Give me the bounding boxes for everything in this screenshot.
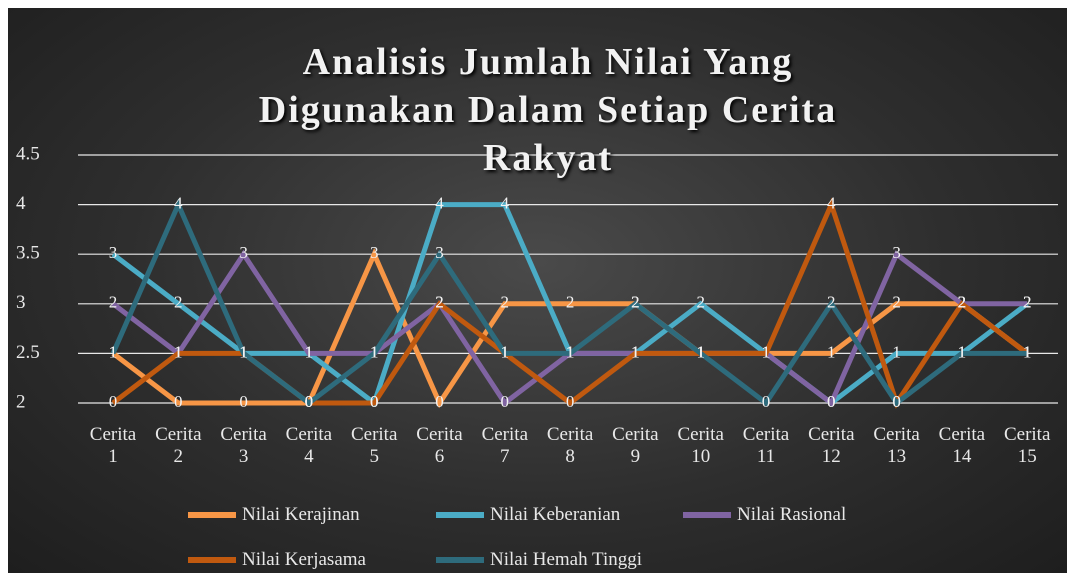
x-tick-label: Cerita 8 [540,424,600,468]
data-label: 0 [435,392,444,411]
y-tick-label: 3 [16,292,26,313]
legend-entry: Nilai Hemah Tinggi [436,549,642,571]
legend-entry: Nilai Kerajinan [188,504,360,526]
data-label: 2 [566,293,575,312]
data-label: 3 [892,243,901,262]
x-tick-label: Cerita 6 [410,424,470,468]
data-label: 3 [109,243,118,262]
data-label: 2 [1023,293,1032,312]
x-tick-label: Cerita 10 [671,424,731,468]
data-label: 1 [109,342,118,361]
data-label: 0 [566,392,575,411]
x-tick-label: Cerita 11 [736,424,796,468]
legend-swatch [188,557,236,563]
x-tick-label: Cerita 7 [475,424,535,468]
data-label: 3 [239,243,248,262]
x-tick-label: Cerita 15 [997,424,1057,468]
data-label: 4 [501,194,510,213]
x-tick-label: Cerita 13 [867,424,927,468]
legend-entry: Nilai Rasional [683,504,846,526]
data-label: 2 [827,293,836,312]
legend-label: Nilai Kerjasama [242,549,366,571]
legend-swatch [683,512,731,518]
data-label: 1 [566,342,575,361]
legend-label: Nilai Rasional [737,504,846,526]
x-tick-label: Cerita 3 [214,424,274,468]
data-label: 1 [501,342,510,361]
x-tick-label: Cerita 4 [279,424,339,468]
data-label: 0 [370,392,379,411]
y-tick-label: 4 [16,193,26,214]
data-label: 1 [892,342,901,361]
x-tick-label: Cerita 5 [344,424,404,468]
data-label: 0 [892,392,901,411]
legend-entry: Nilai Kerjasama [188,549,366,571]
legend-entry: Nilai Keberanian [436,504,620,526]
chart-title: Analisis Jumlah Nilai Yang Digunakan Dal… [238,38,858,182]
y-tick-label: 3.5 [16,243,40,264]
data-label: 0 [305,392,314,411]
data-label: 1 [696,342,705,361]
data-label: 4 [827,194,836,213]
data-label: 2 [631,293,640,312]
data-label: 0 [239,392,248,411]
data-label: 2 [501,293,510,312]
chart: 2 2.5 3 3.5 4 4.5 1 0 0 0 3 0 2 2 2 1 1 1 2 2 1 3 2 1 1 0 4 4 1 1 2 1 0 1… [8,8,1067,573]
data-label: 1 [305,342,314,361]
data-label: 2 [174,293,183,312]
legend-swatch [436,557,484,563]
data-label: 1 [827,342,836,361]
x-tick-label: Cerita 2 [148,424,208,468]
data-label: 3 [435,243,444,262]
data-label: 2 [696,293,705,312]
data-label: 1 [239,342,248,361]
y-tick-label: 4.5 [16,143,40,164]
y-tick-label: 2.5 [16,342,40,363]
x-tick-label: Cerita 14 [932,424,992,468]
data-label: 1 [370,342,379,361]
data-label: 1 [1023,342,1032,361]
data-label: 2 [109,293,118,312]
data-label: 0 [109,392,118,411]
x-tick-label: Cerita 12 [801,424,861,468]
legend-label: Nilai Kerajinan [242,504,360,526]
data-label: 1 [631,342,640,361]
x-tick-label: Cerita 1 [83,424,143,468]
data-label: 4 [435,194,444,213]
x-tick-label: Cerita 9 [605,424,665,468]
data-label: 2 [958,293,967,312]
data-label: 3 [370,243,379,262]
data-label: 0 [827,392,836,411]
data-label: 0 [762,392,771,411]
legend-label: Nilai Keberanian [490,504,620,526]
legend-swatch [436,512,484,518]
data-label: 4 [174,194,183,213]
legend-swatch [188,512,236,518]
data-label: 2 [892,293,901,312]
legend-label: Nilai Hemah Tinggi [490,549,642,571]
data-label: 1 [762,342,771,361]
data-label: 0 [501,392,510,411]
data-label: 1 [958,342,967,361]
data-label: 0 [174,392,183,411]
y-tick-label: 2 [16,391,26,412]
data-label: 2 [435,293,444,312]
data-label: 1 [174,342,183,361]
